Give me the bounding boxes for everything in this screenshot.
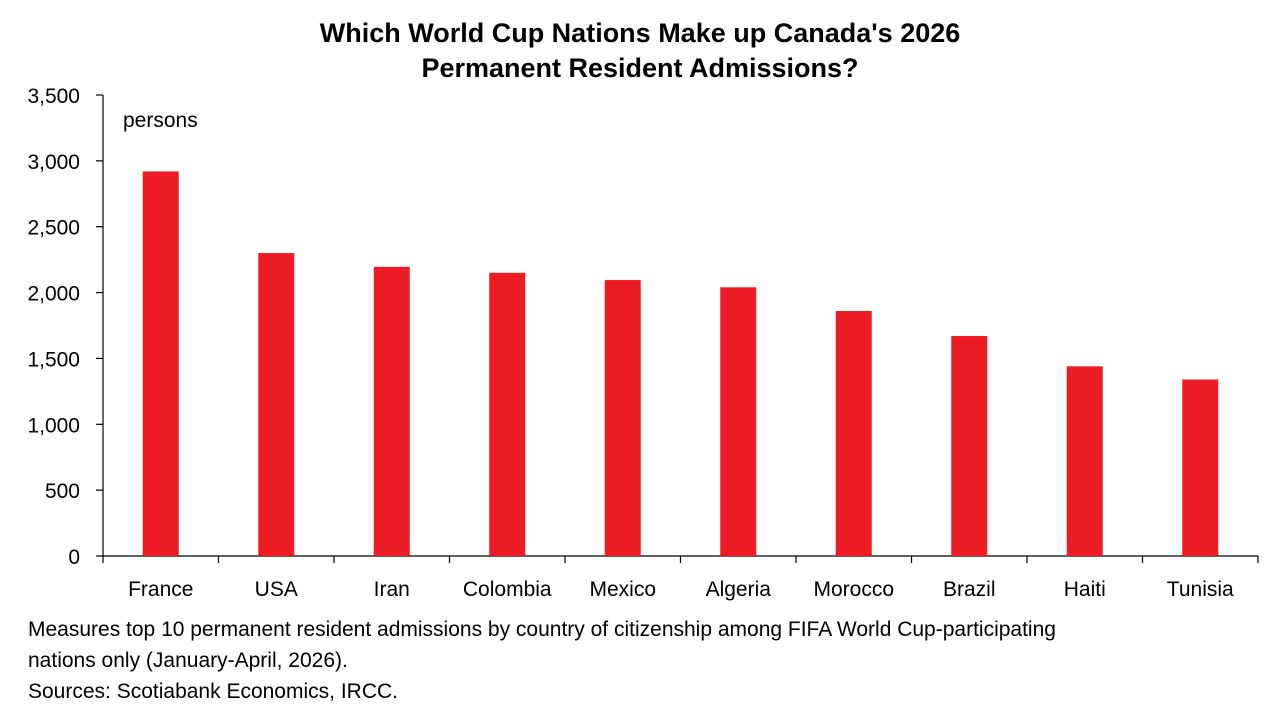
- y-unit-label: persons: [123, 109, 198, 132]
- y-tick-label: 3,000: [27, 151, 80, 174]
- x-tick-label: Tunisia: [1167, 578, 1234, 601]
- chart-title: Which World Cup Nations Make up Canada's…: [0, 16, 1280, 86]
- y-tick-label: 2,000: [27, 283, 80, 306]
- y-tick-label: 500: [45, 480, 80, 503]
- y-tick-label: 2,500: [27, 217, 80, 240]
- bar-colombia: [489, 272, 526, 556]
- bar-haiti: [1066, 366, 1103, 556]
- bar-usa: [258, 253, 295, 557]
- y-tick-label: 1,500: [27, 348, 80, 371]
- x-tick-label: Algeria: [706, 578, 772, 601]
- x-tick-label: Haiti: [1064, 578, 1106, 601]
- bar-algeria: [720, 287, 757, 556]
- y-axis: 0 500 1,000 1,500 2,000 2,500 3,000 3,500: [27, 85, 104, 569]
- chart-description-line-2: nations only (January-April, 2026).: [28, 649, 348, 672]
- bar-brazil: [951, 336, 988, 556]
- bar-france: [142, 171, 179, 556]
- x-tick-label: France: [128, 578, 193, 601]
- chart-sources: Sources: Scotiabank Economics, IRCC.: [28, 680, 398, 703]
- y-tick-label: 1,000: [27, 414, 80, 437]
- chart-description-line-1: Measures top 10 permanent resident admis…: [28, 618, 1056, 641]
- chart-title-line-2: Permanent Resident Admissions?: [421, 53, 859, 83]
- bar-iran: [373, 266, 410, 556]
- y-tick-label: 0: [68, 546, 80, 569]
- x-tick-label: Mexico: [589, 578, 656, 601]
- bar-morocco: [835, 311, 872, 556]
- chart-title-line-1: Which World Cup Nations Make up Canada's…: [319, 18, 961, 48]
- x-tick-label: Brazil: [943, 578, 996, 601]
- y-tick-label: 3,500: [27, 85, 80, 108]
- chart-notes: Measures top 10 permanent resident admis…: [28, 614, 1258, 707]
- x-tick-label: Iran: [374, 578, 410, 601]
- x-tick-label: Morocco: [813, 578, 894, 601]
- bar-tunisia: [1182, 379, 1219, 556]
- bar-mexico: [604, 280, 641, 556]
- bar-series: [142, 171, 1219, 557]
- x-tick-label: USA: [255, 578, 298, 601]
- x-tick-label: Colombia: [463, 578, 552, 601]
- x-axis: France USA Iran Colombia Mexico Algeria Morocc…: [102, 555, 1259, 601]
